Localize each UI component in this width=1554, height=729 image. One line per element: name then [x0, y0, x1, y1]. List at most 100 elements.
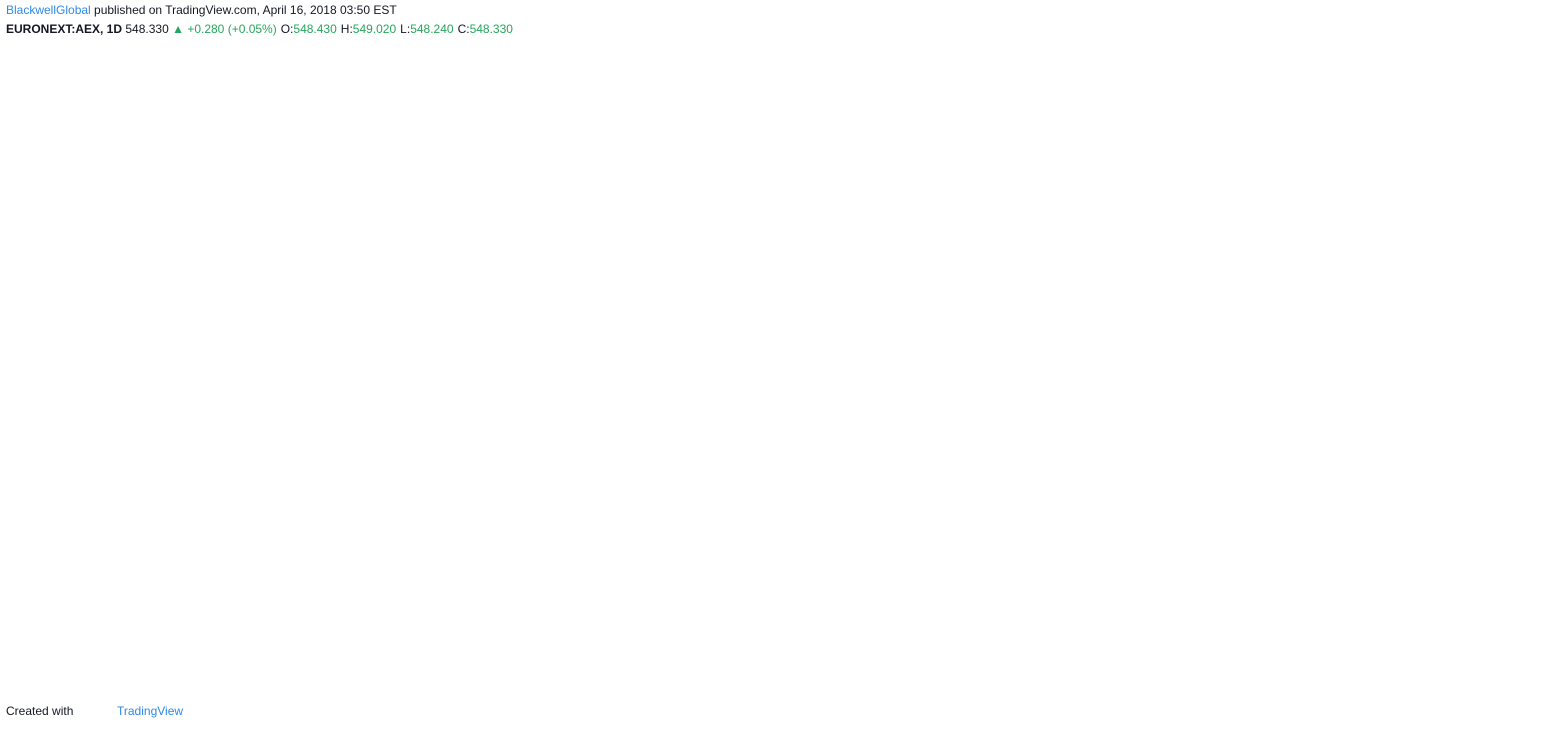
price-badge-label: 18.36%	[1504, 422, 1538, 433]
series-line	[7, 508, 1323, 590]
series-line	[7, 548, 1323, 638]
x-tick-label: Apr	[1250, 680, 1267, 692]
candle	[948, 517, 954, 526]
candle	[1184, 556, 1190, 565]
ohlc-value: 549.020	[352, 22, 397, 36]
quote-line: EURONEXT:AEX, 1D 548.330 ▲ +0.280 (+0.05…	[6, 22, 513, 36]
y-tick-label: 12.00%	[1507, 472, 1541, 483]
x-tick-label: Aug	[226, 680, 246, 692]
candle	[1218, 560, 1224, 565]
series-line	[8, 421, 1323, 590]
legend-entry: SPX, SP	[15, 156, 58, 168]
price-badge	[1492, 492, 1542, 507]
brand: BlackwellGlobal	[6, 3, 91, 17]
price-badge-label: 3.99%	[1510, 536, 1538, 547]
candle	[443, 572, 449, 581]
candle	[813, 545, 819, 549]
candle	[510, 549, 516, 557]
legend-entry: XJO, ASX	[15, 88, 65, 100]
ohlc-label: L:	[400, 22, 411, 36]
candle	[1117, 564, 1122, 573]
y-tick-label: 28.00%	[1507, 346, 1541, 357]
published: published on TradingView.com, April 16, …	[90, 3, 397, 17]
last: 548.330	[125, 22, 169, 36]
price-badge	[1492, 534, 1542, 549]
candle	[207, 580, 213, 589]
y-tick-label: 60.00%	[1507, 92, 1541, 103]
price-badge-label: 9.23%	[1510, 495, 1538, 506]
candle	[1015, 513, 1021, 522]
y-tick-label: 64.00%	[1507, 60, 1541, 71]
candle	[679, 529, 685, 538]
candle	[39, 572, 45, 575]
y-tick-label: 24.00%	[1507, 377, 1541, 388]
symbol: EURONEXT:AEX, 1D	[6, 22, 123, 36]
candle	[1049, 521, 1055, 573]
candle	[544, 545, 550, 549]
change: ▲ +0.280 (+0.05%)	[172, 22, 277, 36]
ohlc-label: H:	[340, 22, 353, 36]
y-tick-label: 44.00%	[1507, 219, 1541, 230]
series-line	[7, 357, 1322, 578]
price-badge-label: -3.78%	[1506, 610, 1538, 621]
y-tick-label: 20.00%	[1507, 409, 1541, 420]
candle	[477, 556, 483, 573]
candle	[914, 525, 920, 538]
publish-line: BlackwellGlobal published on TradingView…	[6, 3, 397, 17]
footer-brand: TradingView	[117, 704, 184, 718]
y-tick-label: 0.00%	[1513, 567, 1541, 578]
y-tick-label: -12.00%	[1504, 663, 1541, 674]
candle	[1319, 541, 1325, 557]
y-tick-label: 8.00%	[1513, 504, 1541, 515]
candle	[72, 572, 78, 581]
series-label: Germany	[1333, 592, 1412, 613]
y-tick-label: 56.00%	[1507, 124, 1541, 135]
legend-entry: MERV, SPECIAL	[15, 190, 98, 202]
x-tick-label: 2018	[867, 680, 891, 692]
series-label: Japan	[1333, 489, 1385, 510]
x-tick-label: Oct	[484, 680, 501, 692]
candle	[106, 580, 112, 583]
candle	[342, 588, 348, 597]
series-label: US	[1333, 505, 1359, 526]
candle	[982, 513, 988, 518]
y-tick-label: 4.00%	[1513, 536, 1541, 547]
y-tick-label: 52.00%	[1507, 155, 1541, 166]
price-badge-label: 46.17%	[1504, 202, 1538, 213]
series-label: Holland	[1338, 537, 1402, 558]
series-line	[7, 433, 1322, 574]
candle	[645, 529, 651, 534]
price-badge	[1492, 199, 1542, 214]
price-badge-label: -2.96%	[1506, 594, 1538, 605]
x-tick-label: Dec	[739, 680, 759, 692]
x-tick-label: Jul	[98, 680, 112, 692]
ohlc-value: 548.430	[293, 22, 337, 36]
series-label: Hong Kong	[1333, 419, 1428, 440]
x-tick-label: Feb	[1001, 680, 1020, 692]
frame	[7, 44, 1545, 693]
ohlc: O:548.430 H:549.020 L:548.240 C:548.330	[277, 22, 513, 36]
footer: Created with TradingView	[6, 704, 183, 718]
candle	[1251, 560, 1257, 573]
candle	[780, 549, 786, 557]
candle	[1285, 556, 1291, 573]
y-tick-label: 36.00%	[1507, 282, 1541, 293]
price-badge	[1492, 607, 1542, 622]
x-tick-label: Sep	[356, 680, 376, 692]
candle	[847, 541, 853, 546]
candle	[173, 580, 179, 589]
price-badge-label: 9.11%	[1510, 511, 1538, 522]
candle	[140, 580, 146, 589]
y-tick-label: 40.00%	[1507, 250, 1541, 261]
series-line	[7, 540, 1322, 630]
ohlc-value: 548.240	[410, 22, 454, 36]
candle	[1150, 556, 1156, 565]
series-label: UK	[1333, 608, 1360, 629]
candle	[274, 580, 280, 589]
ohlc-label: O:	[280, 22, 294, 36]
created-with: Created with	[6, 704, 74, 718]
series-line	[7, 520, 1322, 598]
y-tick-label: -8.00%	[1509, 631, 1541, 642]
